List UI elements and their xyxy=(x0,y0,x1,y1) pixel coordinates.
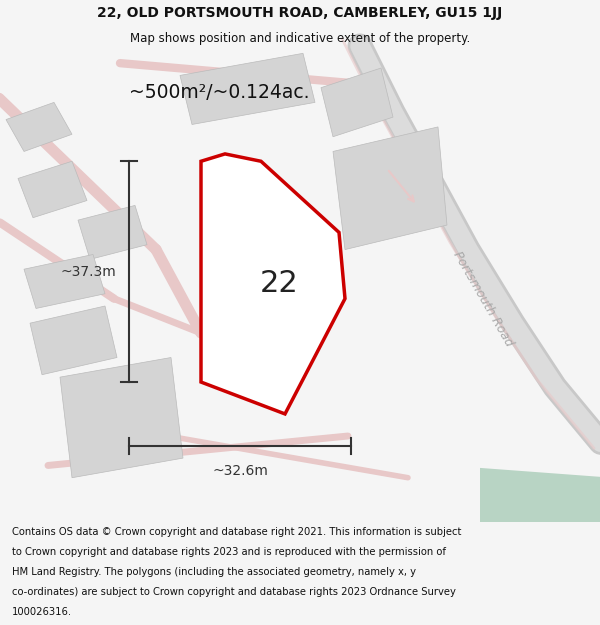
Polygon shape xyxy=(6,102,72,151)
Text: 22, OLD PORTSMOUTH ROAD, CAMBERLEY, GU15 1JJ: 22, OLD PORTSMOUTH ROAD, CAMBERLEY, GU15… xyxy=(97,6,503,20)
Text: Map shows position and indicative extent of the property.: Map shows position and indicative extent… xyxy=(130,32,470,45)
Text: HM Land Registry. The polygons (including the associated geometry, namely x, y: HM Land Registry. The polygons (includin… xyxy=(12,568,416,578)
Text: Contains OS data © Crown copyright and database right 2021. This information is : Contains OS data © Crown copyright and d… xyxy=(12,527,461,537)
Text: Portsmouth Road: Portsmouth Road xyxy=(451,249,515,349)
Polygon shape xyxy=(201,154,345,414)
Text: co-ordinates) are subject to Crown copyright and database rights 2023 Ordnance S: co-ordinates) are subject to Crown copyr… xyxy=(12,588,456,598)
Polygon shape xyxy=(24,254,105,309)
Text: 22: 22 xyxy=(260,269,298,298)
Polygon shape xyxy=(480,468,600,532)
Polygon shape xyxy=(321,68,393,137)
Polygon shape xyxy=(60,357,183,478)
Polygon shape xyxy=(30,306,117,374)
Text: ~32.6m: ~32.6m xyxy=(212,464,268,479)
Text: to Crown copyright and database rights 2023 and is reproduced with the permissio: to Crown copyright and database rights 2… xyxy=(12,547,446,557)
Text: 100026316.: 100026316. xyxy=(12,608,72,618)
Polygon shape xyxy=(333,127,447,249)
Polygon shape xyxy=(180,53,315,124)
Polygon shape xyxy=(78,206,147,259)
Text: ~37.3m: ~37.3m xyxy=(60,264,116,279)
Polygon shape xyxy=(18,161,87,217)
Text: ~500m²/~0.124ac.: ~500m²/~0.124ac. xyxy=(129,83,309,102)
